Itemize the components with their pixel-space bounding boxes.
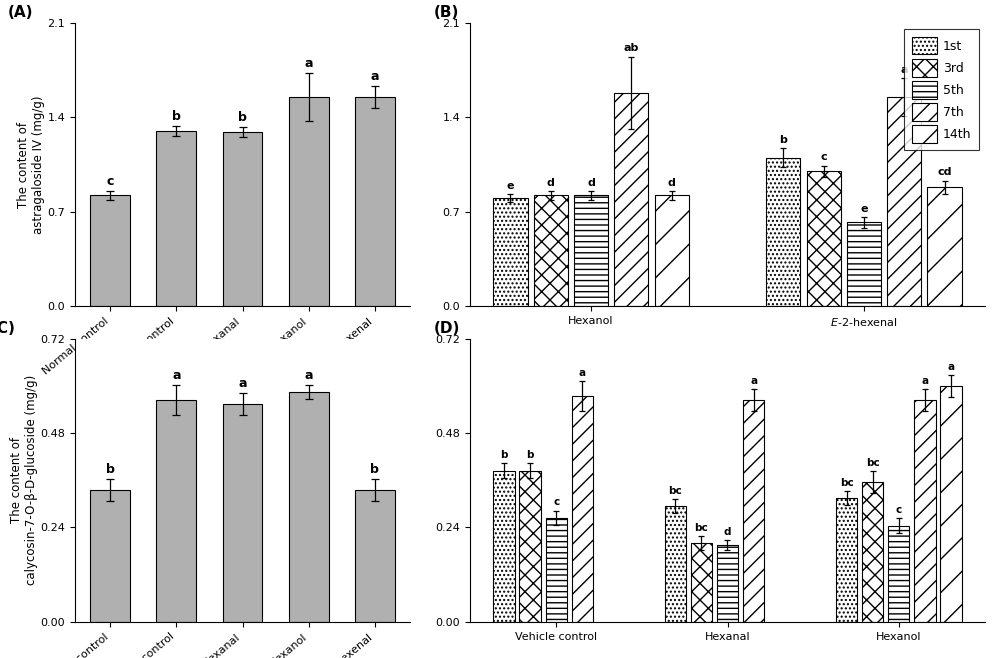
Bar — [223, 404, 262, 622]
Text: e: e — [507, 181, 514, 191]
Text: c: c — [820, 153, 827, 163]
Text: a: a — [371, 70, 379, 83]
Text: b: b — [500, 450, 508, 461]
Bar — [572, 396, 593, 622]
Bar — [743, 400, 764, 622]
Text: c: c — [896, 505, 902, 515]
Text: b: b — [527, 450, 534, 461]
Text: (C): (C) — [0, 321, 16, 336]
Bar — [355, 490, 395, 622]
Bar — [493, 198, 528, 306]
Text: a: a — [947, 362, 954, 372]
Bar — [691, 544, 712, 622]
Bar — [862, 482, 883, 622]
Text: c: c — [106, 175, 114, 188]
Text: b: b — [238, 111, 247, 124]
Bar — [546, 518, 567, 622]
Y-axis label: The content of
astragaloside IV (mg/g): The content of astragaloside IV (mg/g) — [17, 95, 45, 234]
Bar — [156, 131, 196, 306]
Text: b: b — [106, 463, 115, 476]
Text: e: e — [860, 204, 868, 214]
Text: b: b — [370, 463, 379, 476]
Text: (A): (A) — [8, 5, 33, 20]
Text: a: a — [172, 368, 181, 382]
Text: a: a — [238, 376, 247, 390]
Bar — [717, 545, 738, 622]
Text: d: d — [587, 178, 595, 188]
Bar — [927, 188, 962, 306]
Legend: 1st, 3rd, 5th, 7th, 14th: 1st, 3rd, 5th, 7th, 14th — [904, 29, 979, 150]
Bar — [156, 400, 196, 622]
Bar — [574, 195, 608, 306]
Bar — [940, 386, 962, 622]
Text: a: a — [900, 65, 908, 75]
Text: a: a — [921, 376, 928, 386]
Bar — [887, 97, 921, 306]
Text: a: a — [304, 57, 313, 70]
Text: b: b — [779, 135, 787, 145]
Text: b: b — [172, 110, 181, 123]
Text: (B): (B) — [434, 5, 459, 20]
Text: d: d — [547, 178, 555, 188]
Text: cd: cd — [937, 167, 952, 177]
Bar — [519, 470, 541, 622]
Text: bc: bc — [840, 478, 853, 488]
Bar — [289, 392, 329, 622]
Text: d: d — [724, 527, 731, 538]
Text: a: a — [579, 368, 586, 378]
Bar — [534, 195, 568, 306]
Bar — [90, 195, 130, 306]
Text: a: a — [304, 368, 313, 382]
Text: ab: ab — [624, 43, 639, 53]
Text: bc: bc — [866, 458, 879, 468]
Text: d: d — [668, 178, 676, 188]
Bar — [493, 470, 515, 622]
Bar — [807, 171, 841, 306]
Text: bc: bc — [695, 523, 708, 533]
Y-axis label: The content of
calycosin-7-O-β-D-glucoside (mg/g): The content of calycosin-7-O-β-D-glucosi… — [10, 375, 38, 586]
Bar — [766, 158, 800, 306]
Bar — [614, 93, 648, 306]
Bar — [836, 498, 857, 622]
Bar — [655, 195, 689, 306]
Bar — [888, 526, 909, 622]
Bar — [355, 97, 395, 306]
Bar — [665, 506, 686, 622]
Bar — [914, 400, 936, 622]
Bar — [90, 490, 130, 622]
Bar — [847, 222, 881, 306]
Bar — [289, 97, 329, 306]
Text: c: c — [553, 497, 559, 507]
Text: (D): (D) — [434, 321, 460, 336]
Text: bc: bc — [668, 486, 682, 495]
Bar — [223, 132, 262, 306]
Text: a: a — [750, 376, 757, 386]
